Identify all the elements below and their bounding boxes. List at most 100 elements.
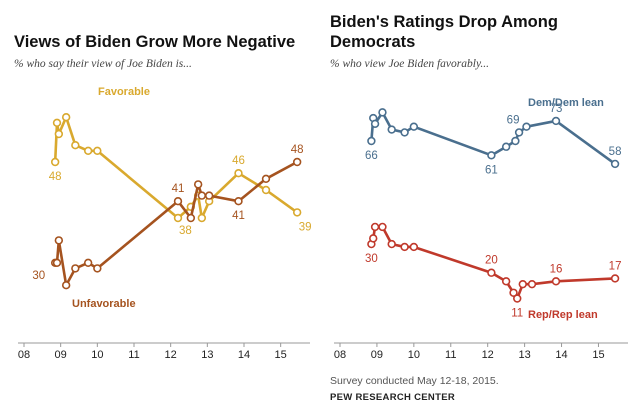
data-point bbox=[234, 197, 243, 206]
data-point bbox=[197, 213, 207, 223]
data-point bbox=[292, 208, 302, 217]
data-label: 20 bbox=[485, 255, 498, 267]
data-label: 48 bbox=[291, 144, 304, 156]
x-tick-label: 08 bbox=[18, 349, 30, 361]
data-point bbox=[522, 122, 531, 131]
chart-1-title: Views of Biden Grow More Negative bbox=[14, 33, 296, 51]
data-point bbox=[487, 268, 496, 277]
data-label: 39 bbox=[299, 221, 312, 233]
data-point bbox=[378, 108, 387, 117]
x-tick-label: 11 bbox=[445, 349, 456, 361]
data-point bbox=[518, 279, 527, 289]
data-point bbox=[400, 242, 409, 252]
data-point bbox=[71, 141, 80, 150]
data-point bbox=[173, 197, 183, 206]
data-point bbox=[261, 185, 271, 195]
data-point bbox=[93, 146, 102, 156]
data-point bbox=[71, 264, 80, 273]
x-tick-label: 15 bbox=[592, 349, 604, 361]
data-point bbox=[197, 191, 207, 200]
chart-2-title: Biden's Ratings Drop Among Democrats bbox=[330, 13, 558, 51]
series-name-label: Rep/Rep lean bbox=[528, 309, 598, 321]
data-point bbox=[261, 174, 271, 184]
survey-note: Survey conducted May 12-18, 2015. bbox=[330, 375, 499, 387]
x-tick-label: 12 bbox=[482, 349, 494, 361]
data-point bbox=[83, 146, 93, 156]
data-label: 48 bbox=[49, 171, 62, 183]
data-point bbox=[52, 118, 62, 128]
data-label: 46 bbox=[232, 155, 245, 167]
data-point bbox=[511, 136, 520, 146]
data-point bbox=[610, 274, 620, 283]
data-point bbox=[83, 258, 93, 267]
chart-2-plot: 08 09 10 11 12 13 14 15 66 61 69 73 58 Dem/Dem lean 30… bbox=[334, 97, 628, 361]
data-point bbox=[370, 222, 380, 232]
x-tick-label: 11 bbox=[128, 349, 139, 361]
x-tick-label: 10 bbox=[408, 349, 420, 361]
data-point bbox=[370, 119, 380, 129]
x-tick-label: 12 bbox=[165, 349, 177, 361]
data-label: 11 bbox=[511, 308, 523, 320]
data-point bbox=[509, 288, 518, 297]
data-point bbox=[400, 128, 409, 137]
x-tick-label: 15 bbox=[275, 349, 287, 361]
data-point bbox=[193, 180, 203, 189]
data-point bbox=[61, 281, 71, 290]
data-label: 30 bbox=[365, 253, 378, 265]
data-point bbox=[378, 222, 387, 232]
x-tick-label: 13 bbox=[201, 349, 213, 361]
data-point bbox=[61, 112, 71, 122]
data-point bbox=[487, 151, 496, 160]
data-point bbox=[50, 157, 60, 167]
data-point bbox=[204, 191, 214, 200]
series-line-1 bbox=[55, 160, 298, 287]
data-point bbox=[501, 277, 511, 286]
data-point bbox=[234, 169, 243, 178]
data-point bbox=[527, 279, 537, 289]
source-credit: PEW RESEARCH CENTER bbox=[330, 392, 455, 403]
data-point bbox=[387, 239, 396, 249]
data-point bbox=[186, 213, 196, 223]
data-point bbox=[367, 136, 376, 146]
x-tick-label: 09 bbox=[371, 349, 383, 361]
data-point bbox=[292, 157, 302, 167]
data-point bbox=[409, 122, 419, 131]
data-point bbox=[52, 258, 62, 267]
data-point bbox=[551, 277, 561, 286]
chart-1-plot: 08 09 10 11 12 13 14 15 48 38 46 39 Favorable 30 41 41 4… bbox=[18, 86, 312, 361]
data-label: 38 bbox=[179, 225, 192, 237]
x-tick-label: 10 bbox=[91, 349, 103, 361]
data-label: 61 bbox=[485, 164, 498, 176]
series-name-label: Dem/Dem lean bbox=[528, 97, 604, 109]
x-tick-label: 14 bbox=[238, 349, 250, 361]
data-point bbox=[610, 159, 620, 169]
x-tick-label: 14 bbox=[555, 349, 567, 361]
data-label: 41 bbox=[172, 183, 185, 195]
data-point bbox=[54, 236, 64, 245]
data-point bbox=[513, 294, 522, 303]
data-label: 58 bbox=[609, 146, 622, 158]
data-point bbox=[93, 264, 102, 273]
data-point bbox=[514, 128, 524, 137]
x-tick-label: 09 bbox=[55, 349, 67, 361]
data-label: 16 bbox=[550, 263, 563, 275]
series-name-label: Unfavorable bbox=[72, 298, 136, 310]
x-tick-label: 13 bbox=[518, 349, 530, 361]
data-point bbox=[387, 125, 396, 134]
x-tick-label: 08 bbox=[334, 349, 346, 361]
series-name-label: Favorable bbox=[98, 86, 150, 98]
data-point bbox=[551, 116, 561, 126]
data-point bbox=[369, 234, 378, 243]
data-point bbox=[54, 129, 64, 139]
data-label: 73 bbox=[550, 103, 563, 115]
chart-2-subtitle: % who view Joe Biden favorably... bbox=[330, 58, 490, 70]
data-point bbox=[501, 142, 511, 151]
data-label: 69 bbox=[507, 114, 520, 126]
data-point bbox=[173, 213, 183, 223]
data-label: 17 bbox=[609, 260, 622, 272]
data-label: 41 bbox=[232, 210, 245, 222]
data-point bbox=[409, 242, 419, 252]
chart-1-subtitle: % who say their view of Joe Biden is... bbox=[14, 58, 192, 70]
data-label: 30 bbox=[32, 270, 45, 282]
